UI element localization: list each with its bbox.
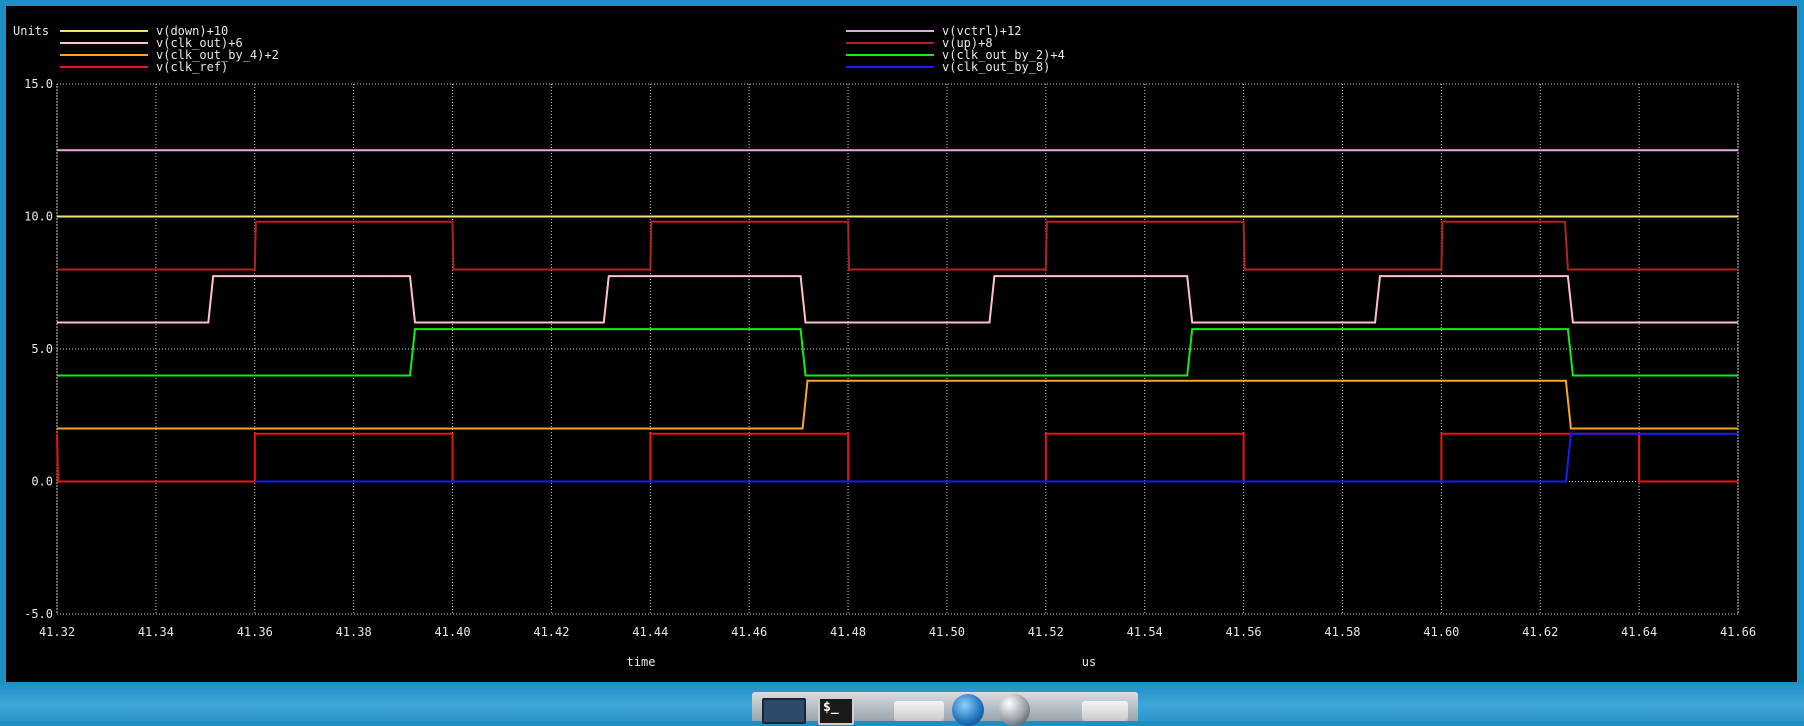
series-line-2 (57, 379, 1738, 430)
series-line-6 (57, 328, 1738, 377)
series-line-5 (57, 220, 1738, 271)
plot-window: 41.32 41.34 41.36 41.38 41.40 41.42 41.44 41.46… (6, 6, 1797, 682)
x-tick-label: 41.60 (1423, 625, 1459, 639)
waveform-chart: 41.32 41.34 41.36 41.38 41.40 41.42 41.44 41.46… (13, 24, 1756, 669)
x-tick-label: 41.66 (1720, 625, 1756, 639)
x-tick-label: 41.50 (929, 625, 965, 639)
x-tick-label: 41.36 (237, 625, 273, 639)
legend-label: v(clk_ref) (156, 60, 228, 74)
folder-icon[interactable] (894, 701, 944, 721)
series-line-1 (57, 275, 1738, 324)
legend-label: v(up)+8 (942, 36, 993, 50)
y-tick-label: 5.0 (31, 342, 53, 356)
legend-label: v(clk_out)+6 (156, 36, 243, 50)
legend-label: v(clk_out_by_2)+4 (942, 48, 1065, 62)
x-tick-label: 41.38 (336, 625, 372, 639)
x-tick-label: 41.40 (434, 625, 470, 639)
x-tick-label: 41.54 (1127, 625, 1163, 639)
legend-label: v(down)+10 (156, 24, 228, 38)
x-tick-label: 41.32 (39, 625, 75, 639)
x-axis-unit: us (1082, 655, 1096, 669)
series-line-3 (56, 432, 1738, 483)
x-tick-label: 41.56 (1226, 625, 1262, 639)
grid (56, 83, 1739, 615)
x-tick-label: 41.44 (632, 625, 668, 639)
terminal-icon[interactable]: $_ (818, 697, 854, 725)
sphere-icon[interactable] (998, 694, 1030, 726)
legend-label: v(vctrl)+12 (942, 24, 1021, 38)
y-tick-label: 15.0 (24, 77, 53, 91)
x-axis-title: time (627, 655, 656, 669)
x-tick-label: 41.42 (533, 625, 569, 639)
dock: $_ (752, 692, 1138, 726)
x-tick-label: 41.46 (731, 625, 767, 639)
x-tick-label: 41.52 (1028, 625, 1064, 639)
x-tick-label: 41.48 (830, 625, 866, 639)
legend: Units v(down)+10v(clk_out)+6v(clk_out_by… (13, 24, 1065, 74)
legend-label: v(clk_out_by_4)+2 (156, 48, 279, 62)
x-tick-label: 41.34 (138, 625, 174, 639)
folder-icon-secondary[interactable] (1082, 701, 1128, 721)
y-tick-label: -5.0 (24, 607, 53, 621)
globe-icon[interactable] (952, 694, 984, 726)
y-tick-label: 0.0 (31, 475, 53, 489)
y-tick-label: 10.0 (24, 210, 53, 224)
series-layer (56, 149, 1738, 483)
legend-label: v(clk_out_by_8) (942, 60, 1050, 74)
x-tick-label: 41.58 (1324, 625, 1360, 639)
series-line-7 (254, 432, 1738, 483)
axes: 41.32 41.34 41.36 41.38 41.40 41.42 41.44 41.46… (24, 77, 1756, 639)
x-tick-label: 41.64 (1621, 625, 1657, 639)
x-tick-label: 41.62 (1522, 625, 1558, 639)
units-label: Units (13, 24, 49, 38)
monitor-icon[interactable] (762, 698, 806, 724)
desktop-taskbar: $_ (0, 682, 1804, 726)
